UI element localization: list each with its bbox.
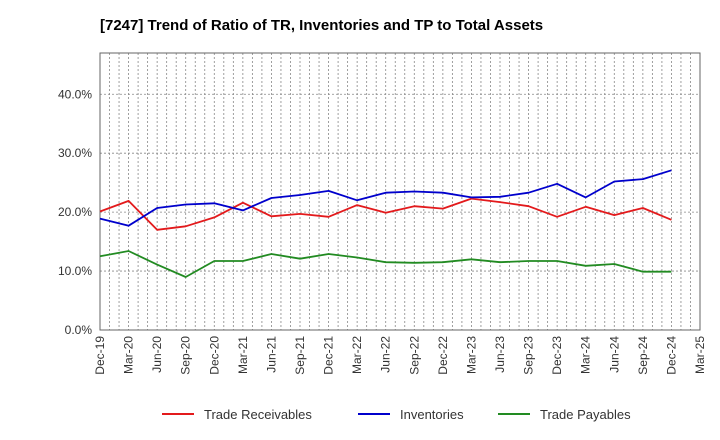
x-tick-label: Sep-22: [407, 336, 421, 375]
x-tick-label: Jun-22: [379, 336, 393, 373]
x-tick-label: Mar-21: [236, 336, 250, 374]
x-tick-label: Dec-19: [93, 336, 107, 375]
legend-label-trade-receivables: Trade Receivables: [204, 407, 312, 422]
legend-label-inventories: Inventories: [400, 407, 464, 422]
x-tick-label: Sep-23: [522, 336, 536, 375]
y-tick-label: 40.0%: [58, 87, 92, 101]
x-axis: Dec-19 Mar-20 Jun-20 Sep-20 Dec-20 Mar-21 Jun-…: [93, 336, 707, 375]
x-tick-label: Jun-24: [607, 336, 621, 373]
y-tick-label: 0.0%: [65, 323, 93, 337]
x-tick-label: Mar-24: [579, 336, 593, 374]
x-tick-label: Mar-22: [350, 336, 364, 374]
legend-label-trade-payables: Trade Payables: [540, 407, 631, 422]
series-line-inventories: [99, 169, 672, 227]
x-tick-label: Jun-21: [264, 336, 278, 373]
x-tick-label: Dec-23: [550, 336, 564, 375]
plot-area-frame: [99, 52, 701, 331]
x-tick-label: Sep-21: [293, 336, 307, 375]
x-tick-label: Mar-25: [693, 336, 707, 374]
legend: Trade Receivables Inventories Trade Payabl…: [162, 407, 631, 422]
y-axis: 0.0% 10.0% 20.0% 30.0% 40.0%: [58, 87, 92, 337]
x-tick-label: Jun-20: [150, 336, 164, 373]
chart-title: [7247] Trend of Ratio of TR, Inventories…: [100, 17, 543, 34]
x-tick-label: Mar-23: [464, 336, 478, 374]
series-lines: [99, 169, 672, 278]
series-line-trade-receivables: [99, 197, 672, 231]
x-tick-label: Dec-24: [664, 336, 678, 375]
x-tick-label: Dec-22: [436, 336, 450, 375]
x-tick-label: Dec-21: [322, 336, 336, 375]
y-tick-label: 10.0%: [58, 264, 92, 278]
y-tick-label: 20.0%: [58, 205, 92, 219]
series-line-trade-payables: [99, 250, 672, 278]
x-tick-label: Dec-20: [207, 336, 221, 375]
y-tick-label: 30.0%: [58, 146, 92, 160]
x-tick-label: Jun-23: [493, 336, 507, 373]
x-tick-label: Sep-20: [179, 336, 193, 375]
x-tick-label: Sep-24: [636, 336, 650, 375]
x-tick-label: Mar-20: [122, 336, 136, 374]
